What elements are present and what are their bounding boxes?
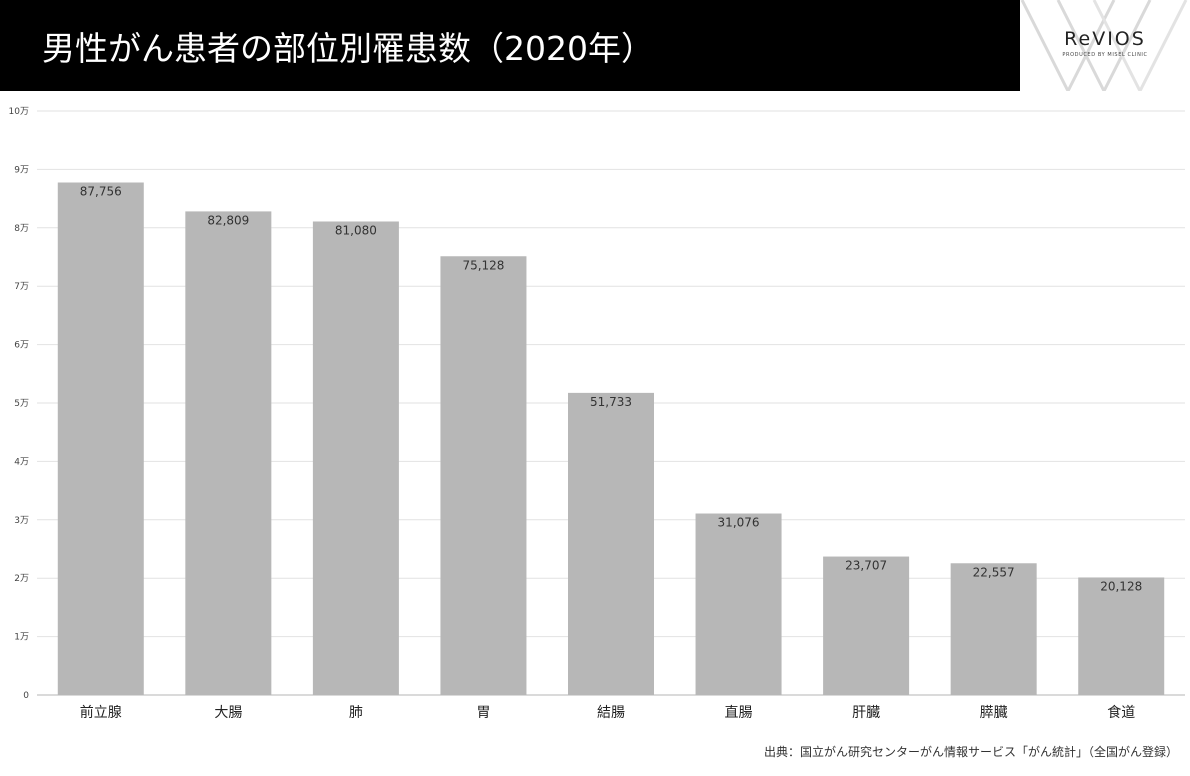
bar-chart: 0 1万 2万 3万 4万 5万 6万 7万 8万 9万 10万 87,756 82,809 81,08… xyxy=(9,107,1185,721)
y-tick-label: 3万 xyxy=(14,516,29,526)
bar xyxy=(950,563,1037,695)
title-bar: 男性がん患者の部位別罹患数（2020年） xyxy=(0,0,1020,91)
data-label: 81,080 xyxy=(335,223,377,237)
x-tick-label: 膵臓 xyxy=(980,705,1008,721)
bar xyxy=(568,392,654,695)
bar xyxy=(1078,577,1165,695)
x-tick-label: 食道 xyxy=(1107,704,1135,721)
data-label: 22,557 xyxy=(973,565,1015,579)
x-tick-label: 結腸 xyxy=(597,705,625,721)
bar xyxy=(695,513,782,695)
source-note: 出典：国立がん研究センターがん情報サービス「がん統計」（全国がん登録） xyxy=(763,745,1178,759)
bar xyxy=(57,182,144,696)
y-tick-label: 0 xyxy=(23,691,29,701)
y-tick-label: 9万 xyxy=(14,165,29,175)
x-tick-label: 直腸 xyxy=(725,704,753,721)
x-tick-label: 前立腺 xyxy=(80,704,122,721)
x-tick-label: 胃 xyxy=(476,705,490,721)
x-tick-label: 肝臓 xyxy=(852,705,880,721)
brand-logo: ReVIOS PRODUCED BY MISEL CLINIC xyxy=(1020,0,1190,91)
data-labels: 87,756 82,809 81,080 75,128 51,733 31,076 23,7… xyxy=(80,185,1142,594)
logo-tagline: PRODUCED BY MISEL CLINIC xyxy=(1062,52,1148,58)
data-label: 51,733 xyxy=(590,395,632,409)
bar xyxy=(823,556,910,695)
data-label: 82,809 xyxy=(207,213,249,227)
page-title: 男性がん患者の部位別罹患数（2020年） xyxy=(42,29,654,68)
y-tick-label: 4万 xyxy=(14,457,29,467)
y-tick-label: 1万 xyxy=(14,633,29,643)
data-label: 23,707 xyxy=(845,559,887,573)
y-tick-label: 7万 xyxy=(14,282,29,292)
logo-wordmark: ReVIOS xyxy=(1064,28,1146,50)
x-axis-ticks: 前立腺 大腸 肺 胃 結腸 直腸 肝臓 膵臓 食道 xyxy=(80,704,1135,721)
y-tick-label: 2万 xyxy=(14,574,29,584)
y-tick-label: 5万 xyxy=(14,399,29,409)
bar xyxy=(440,256,527,695)
data-label: 87,756 xyxy=(80,185,122,199)
bars xyxy=(57,182,1165,696)
x-tick-label: 肺 xyxy=(349,705,363,721)
y-tick-label: 6万 xyxy=(14,341,29,351)
x-tick-label: 大腸 xyxy=(214,705,242,721)
logo-chevron-icon xyxy=(1020,0,1188,91)
bar xyxy=(312,221,399,695)
y-tick-label: 8万 xyxy=(14,224,29,234)
data-label: 31,076 xyxy=(718,516,760,530)
y-axis-ticks: 0 1万 2万 3万 4万 5万 6万 7万 8万 9万 10万 xyxy=(9,107,30,701)
y-tick-label: 10万 xyxy=(9,107,29,117)
data-label: 75,128 xyxy=(462,258,504,272)
bar xyxy=(185,211,272,695)
data-label: 20,128 xyxy=(1100,579,1142,593)
